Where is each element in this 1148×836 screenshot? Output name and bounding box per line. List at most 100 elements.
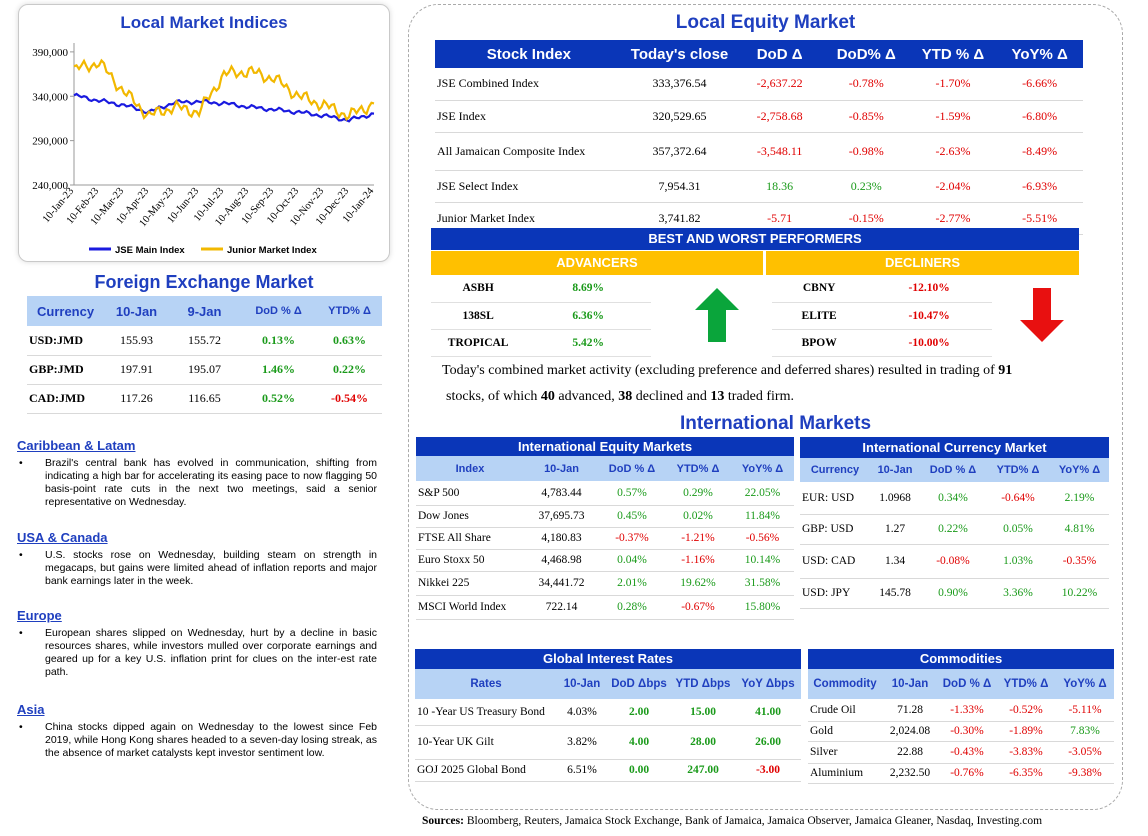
commodities-header-4: YoY% Δ (1063, 678, 1107, 690)
cell: 722.14 (524, 595, 599, 620)
cell: 0.04% (599, 549, 665, 572)
table-row: Nikkei 225 34,441.72 2.01% 19.62% 31.58% (416, 571, 794, 596)
rates-title: Global Interest Rates (415, 649, 801, 669)
equity-header-0: Stock Index (486, 45, 571, 63)
sources-line: Sources: Bloomberg, Reuters, Jamaica Sto… (422, 815, 1122, 827)
intl_equity-header-0: Index (455, 462, 485, 475)
table-row: JSE Select Index 7,954.31 18.36 0.23% -2.04%… (435, 170, 1083, 203)
fx-header-4: YTD% Δ (328, 305, 371, 317)
stock-code: TROPICAL (431, 329, 526, 357)
cell: 2,024.08 (882, 721, 938, 742)
bullet-icon: • (19, 627, 23, 639)
cell: 15.00 (671, 699, 735, 726)
news-text: European shares slipped on Wednesday, hu… (45, 627, 377, 678)
cell: 7.83% (1056, 721, 1114, 742)
table-row: USD:JMD 155.93 155.72 0.13% 0.63% (27, 326, 382, 356)
commodities-header-1: 10-Jan (891, 678, 929, 690)
cell: 0.34% (920, 482, 986, 515)
cell: -0.52% (996, 699, 1056, 722)
sources-label: Sources: (422, 815, 464, 827)
row-label: JSE Combined Index (435, 68, 623, 101)
cell: 333,376.54 (622, 68, 737, 101)
table-row: S&P 500 4,783.44 0.57% 0.29% 22.05% (416, 481, 794, 506)
list-item: TROPICAL 5.42% (431, 329, 651, 357)
indices-title: Local Market Indices (120, 13, 288, 32)
stock-change: 6.36% (525, 302, 651, 330)
row-label: Gold (808, 721, 882, 742)
bullet-icon: • (19, 721, 23, 733)
cell: 0.28% (599, 595, 665, 620)
fx-table: Currency 10-Jan 9-Jan DoD % Δ YTD% Δ USD:JMD… (27, 296, 382, 414)
news-block: Caribbean & Latam • Brazil's central bank … (17, 438, 377, 509)
cell: -9.38% (1056, 763, 1114, 784)
cell: 10.14% (731, 549, 794, 572)
cell: 19.62% (665, 571, 731, 596)
cell: -1.16% (665, 549, 731, 572)
row-label: USD: JPY (800, 578, 870, 609)
cell: 26.00 (735, 725, 801, 760)
news-bullet: • U.S. stocks rose on Wednesday, building… (17, 549, 377, 588)
decliners-header: DECLINERS (766, 251, 1079, 275)
cell: 1.46% (239, 355, 318, 385)
cell: 4.00 (607, 725, 671, 760)
row-label: GOJ 2025 Global Bond (415, 759, 557, 782)
cell: -0.43% (938, 741, 996, 764)
cell: 195.07 (168, 355, 240, 385)
list-item: CBNY -12.10% (772, 275, 992, 303)
indices-panel: Local Market Indices 390,000 340,000 290,0… (18, 4, 390, 262)
cell: 0.00 (607, 759, 671, 782)
table-row: USD: JPY 145.78 0.90% 3.36% 10.22% (800, 578, 1109, 609)
rates-header-3: YTD Δbps (675, 678, 731, 690)
table-row: GOJ 2025 Global Bond 6.51% 0.00 247.00 -3.00 (415, 759, 801, 782)
row-label: USD:JMD (27, 326, 105, 356)
table-row: JSE Index 320,529.65 -2,758.68 -0.85% -1.59%… (435, 100, 1083, 133)
cell: 0.22% (920, 514, 986, 545)
intl-title: International Markets (679, 413, 872, 434)
table-row: USD: CAD 1.34 -0.08% 1.03% -0.35% (800, 544, 1109, 579)
cell: 0.45% (599, 505, 665, 528)
cell: 7,954.31 (622, 170, 737, 203)
cell: 2.00 (607, 699, 671, 726)
cell: -0.67% (665, 595, 731, 620)
legend-label: Junior Market Index (227, 245, 317, 256)
rates-header-1: 10-Jan (563, 678, 601, 690)
cell: 116.65 (168, 384, 240, 414)
fx-header-1: 10-Jan (115, 303, 158, 319)
cell: 145.78 (870, 578, 920, 609)
cell: -0.35% (1050, 544, 1109, 579)
rates-header-4: YoY Δbps (741, 678, 795, 690)
cell: 0.02% (665, 505, 731, 528)
cell: -3.00 (735, 759, 801, 782)
row-label: Euro Stoxx 50 (416, 549, 524, 572)
cell: -0.56% (731, 527, 794, 550)
y-tick-label: 290,000 (32, 136, 68, 148)
cell: 4,783.44 (524, 481, 599, 506)
cell: -1.59% (909, 100, 997, 133)
news-block: Europe • European shares slipped on Wednes… (17, 608, 377, 679)
cell: -0.78% (822, 68, 910, 101)
advancers-table: ASBH 8.69% 138SL 6.36% TROPICAL 5.42% (431, 275, 651, 357)
intl-currency-title: International Currency Market (800, 437, 1109, 458)
cell: -0.54% (317, 384, 382, 414)
stock-change: 8.69% (525, 275, 651, 303)
cell: 0.57% (599, 481, 665, 506)
right-panel (408, 4, 1123, 810)
stock-code: ASBH (431, 275, 526, 303)
cell: 28.00 (671, 725, 735, 760)
row-label: Aluminium (808, 763, 882, 784)
cell: 4,468.98 (524, 549, 599, 572)
cell: -0.98% (822, 132, 910, 171)
intl-equity-table: Index 10-Jan DoD % Δ YTD% Δ YoY% Δ S&P 500 4,7… (416, 456, 794, 620)
news-region: Asia (17, 702, 45, 717)
table-row: FTSE All Share 4,180.83 -0.37% -1.21% -0.56% (416, 527, 794, 550)
row-label: MSCI World Index (416, 595, 524, 620)
row-label: CAD:JMD (27, 384, 105, 414)
bullet-icon: • (19, 457, 23, 469)
cell: -0.76% (938, 763, 996, 784)
cell: -0.85% (822, 100, 910, 133)
cell: 197.91 (104, 355, 169, 385)
row-label: Dow Jones (416, 505, 524, 528)
equity-title: Local Equity Market (675, 12, 856, 33)
table-row: JSE Combined Index 333,376.54 -2,637.22 -0.… (435, 68, 1083, 101)
stock-change: -10.47% (866, 302, 992, 330)
